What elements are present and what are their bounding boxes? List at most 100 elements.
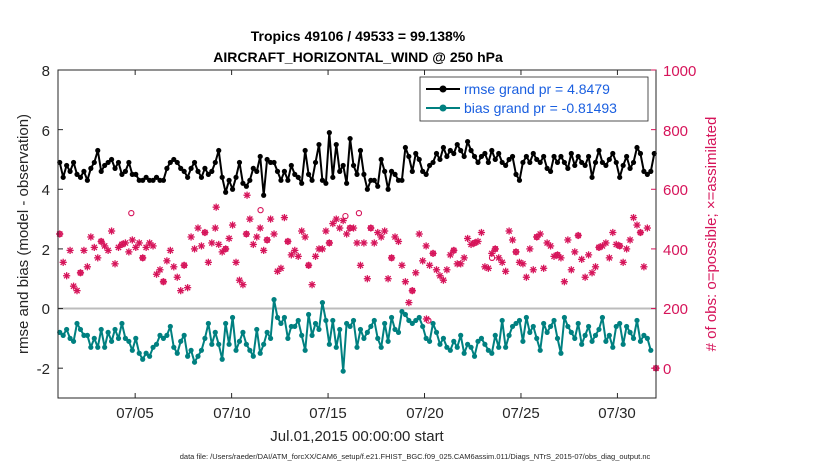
rmse-point [458, 147, 464, 154]
rmse-point [350, 162, 357, 169]
obs-assimilated-marker [422, 242, 430, 250]
obs-assimilated-marker [142, 243, 150, 252]
rmse-point [67, 168, 73, 174]
rmse-series [57, 130, 657, 198]
rmse-point [288, 162, 294, 169]
rmse-point [513, 171, 519, 177]
obs-assimilated-marker [377, 233, 385, 241]
chart-title-line1: Tropics 49106 / 49533 = 99.138% [251, 28, 466, 44]
bias-point [133, 335, 139, 341]
bias-point [565, 323, 571, 330]
obs-assimilated-marker [529, 266, 537, 274]
obs-assimilated-marker [190, 245, 199, 253]
left-axis-tick-labels: -2 0 2 4 6 8 [37, 63, 50, 378]
rmse-point [375, 183, 381, 189]
bias-point [433, 329, 440, 335]
obs-assimilated-marker [266, 215, 275, 223]
obs-possible-marker [257, 206, 264, 214]
rmse-point [620, 162, 626, 169]
obs-assimilated-marker [519, 260, 527, 268]
bias-point [136, 350, 142, 356]
rmse-point [399, 177, 405, 183]
bias-point [77, 326, 84, 333]
bias-point [644, 335, 650, 341]
bias-point [627, 329, 633, 335]
bias-point [226, 341, 232, 347]
bias-point [551, 317, 557, 324]
obs-assimilated-marker [69, 282, 78, 290]
rmse-point [572, 162, 578, 169]
bias-point [278, 320, 284, 327]
rmse-point [499, 159, 505, 166]
obs-count-markers [56, 191, 660, 372]
rmse-point [223, 189, 229, 195]
bias-point [385, 338, 391, 344]
bias-point [388, 314, 395, 321]
bias-point [572, 335, 578, 341]
obs-assimilated-marker [415, 230, 423, 238]
bias-point [202, 335, 208, 341]
obs-assimilated-marker [432, 266, 441, 274]
obs-assimilated-marker [629, 214, 638, 222]
rmse-point [81, 168, 87, 174]
rmse-point [478, 153, 485, 160]
obs-assimilated-marker [277, 264, 285, 272]
bias-point [178, 338, 184, 344]
bias-point [620, 341, 626, 347]
rmse-point [630, 159, 637, 166]
obs-assimilated-marker [522, 273, 530, 281]
rmse-point [627, 165, 633, 171]
rmse-point [74, 171, 80, 177]
obs-assimilated-marker [584, 251, 593, 259]
bias-point [444, 344, 450, 350]
bias-point [527, 329, 533, 335]
obs-assimilated-marker [536, 230, 544, 238]
obs-assimilated-marker [564, 236, 572, 244]
bias-point [516, 317, 523, 324]
bias-point [364, 329, 370, 335]
rmse-point [264, 156, 270, 163]
obs-assimilated-marker [588, 269, 596, 277]
rmse-point [216, 147, 222, 154]
bias-point [198, 347, 205, 353]
obs-assimilated-marker [343, 230, 351, 238]
bias-point [95, 344, 101, 350]
rmse-point [409, 168, 415, 174]
bias-point [171, 344, 177, 350]
obs-assimilated-marker [284, 237, 292, 246]
obs-assimilated-marker [616, 242, 624, 250]
obs-assimilated-marker [294, 252, 302, 260]
bias-point [185, 353, 191, 359]
obs-assimilated-marker [239, 281, 247, 289]
bias-point [582, 332, 588, 338]
bias-point [454, 344, 460, 350]
rmse-point [108, 156, 115, 163]
rmse-point [171, 156, 177, 163]
rmse-point [509, 153, 516, 160]
rmse-point [554, 159, 561, 166]
obs-assimilated-marker [439, 276, 448, 284]
y-tick-label-right: 800 [663, 123, 688, 140]
obs-assimilated-marker [80, 246, 88, 254]
bias-point [613, 323, 619, 330]
bias-point [513, 320, 519, 327]
bias-point [637, 338, 644, 344]
bias-point [236, 338, 243, 344]
obs-assimilated-marker [287, 251, 295, 259]
bias-point [592, 332, 599, 338]
obs-assimilated-marker [187, 233, 195, 241]
obs-assimilated-marker [571, 248, 579, 256]
rmse-point [254, 168, 260, 174]
obs-assimilated-marker [132, 243, 140, 252]
rmse-point [603, 162, 609, 169]
obs-assimilated-marker [180, 261, 188, 269]
rmse-point [596, 147, 602, 154]
y-tick-label-right: 1000 [663, 63, 696, 80]
obs-assimilated-marker [197, 242, 206, 250]
bias-point [610, 344, 616, 350]
rmse-point [416, 156, 422, 163]
obs-assimilated-marker [419, 257, 427, 265]
bias-point [585, 323, 592, 330]
obs-assimilated-marker [398, 261, 406, 269]
legend-box [419, 76, 649, 122]
